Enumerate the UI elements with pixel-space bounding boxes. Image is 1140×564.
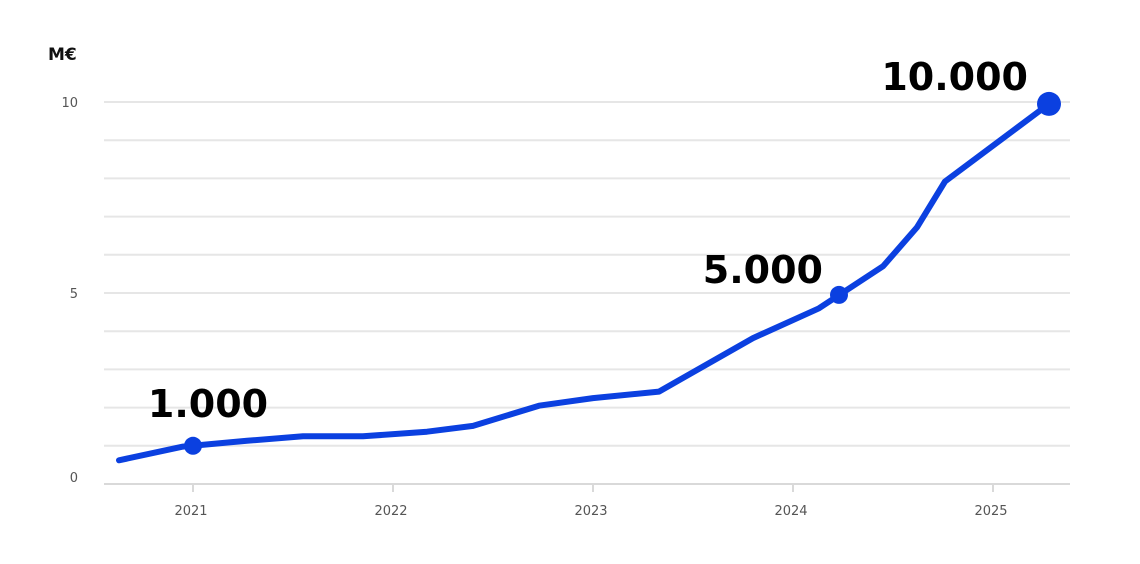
- series-line: [116, 100, 1052, 464]
- y-tick-labels: 0 5 10: [61, 96, 78, 486]
- gridlines: [104, 101, 1070, 447]
- callouts: 1.000 5.000 10.000: [148, 55, 1061, 455]
- y-tick-label: 0: [70, 471, 78, 486]
- series-layer: [116, 100, 1052, 464]
- x-tick-label: 2024: [774, 504, 807, 519]
- axes: [104, 483, 1070, 492]
- data-point-marker: [1037, 91, 1061, 116]
- callout-label: 1.000: [148, 382, 268, 426]
- x-tick-label: 2021: [174, 504, 207, 519]
- x-tick-label: 2023: [574, 504, 607, 519]
- x-tick-labels: 2021 2022 2023 2024 2025: [174, 504, 1007, 519]
- data-point-marker: [830, 285, 848, 304]
- data-point-marker: [184, 436, 202, 455]
- x-tick-label: 2022: [374, 504, 407, 519]
- y-tick-label: 5: [70, 287, 78, 302]
- callout-label: 10.000: [881, 55, 1028, 99]
- callout-label: 5.000: [703, 248, 823, 292]
- y-unit-label: M€: [48, 45, 77, 65]
- x-tick-label: 2025: [974, 504, 1007, 519]
- y-tick-label: 10: [61, 96, 78, 111]
